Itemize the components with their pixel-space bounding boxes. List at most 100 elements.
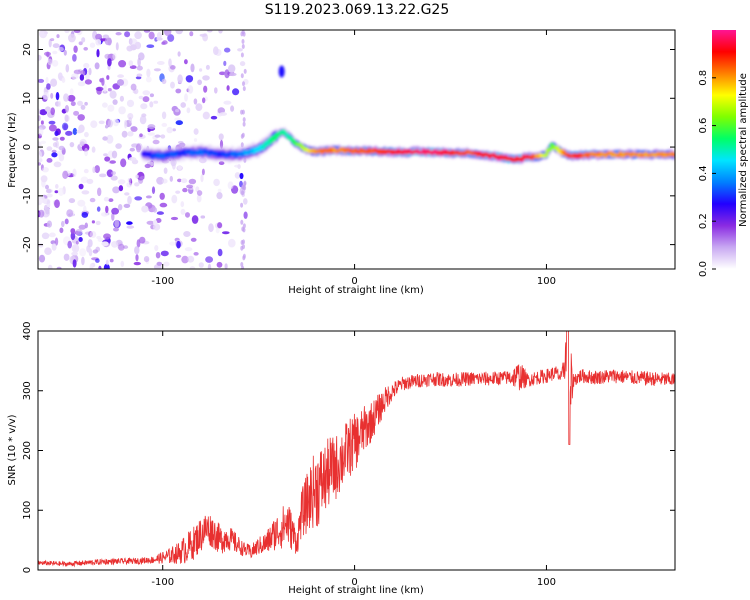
heatmap-speckle-point bbox=[142, 90, 151, 96]
heatmap-speckle-point bbox=[63, 93, 69, 102]
heatmap-speckle-point bbox=[243, 68, 247, 74]
heatmap-speckle-point bbox=[184, 247, 193, 252]
heatmap-speckle-point bbox=[218, 161, 225, 166]
heatmap-speckle-point bbox=[112, 99, 118, 105]
colorbar-tick-label: 0.4 bbox=[698, 165, 709, 181]
figure-title: S119.2023.069.13.22.G25 bbox=[265, 2, 450, 18]
heatmap-speckle-point bbox=[237, 48, 243, 52]
heatmap-speckle-point bbox=[57, 72, 63, 81]
heatmap-speckle-point bbox=[130, 126, 137, 131]
heatmap-speckle-point bbox=[141, 205, 149, 213]
heatmap-speckle-point bbox=[38, 108, 41, 115]
heatmap-speckle-point bbox=[243, 198, 248, 205]
heatmap-x-tick-label: -100 bbox=[151, 276, 174, 287]
heatmap-speckle-point bbox=[240, 245, 244, 251]
heatmap-speckle-point bbox=[56, 266, 62, 269]
heatmap-speckle-point bbox=[205, 64, 210, 70]
heatmap-speckle-point bbox=[152, 207, 158, 213]
heatmap-speckle-point bbox=[202, 97, 206, 104]
heatmap-speckle-point bbox=[96, 49, 100, 58]
heatmap-speckle-point bbox=[187, 85, 194, 94]
heatmap-speckle-point bbox=[120, 158, 127, 168]
heatmap-ridge-point bbox=[285, 133, 290, 137]
heatmap-speckle-point bbox=[135, 143, 142, 153]
heatmap-speckle-point bbox=[134, 196, 143, 201]
heatmap-speckle-point bbox=[103, 233, 111, 240]
heatmap-speckle-point bbox=[52, 137, 59, 141]
heatmap-speckle-point bbox=[136, 73, 143, 78]
heatmap-speckle-point bbox=[241, 39, 245, 44]
heatmap-y-tick-label: 10 bbox=[22, 92, 33, 105]
heatmap-speckle-point bbox=[141, 113, 147, 118]
heatmap-speckle-point bbox=[201, 168, 205, 176]
heatmap-speckle-point bbox=[95, 220, 101, 226]
heatmap-speckle-point bbox=[77, 100, 83, 106]
heatmap-speckle-point bbox=[73, 30, 81, 33]
heatmap-x-ticks: -100 0 100 bbox=[151, 30, 556, 287]
heatmap-speckle-point bbox=[222, 231, 230, 235]
heatmap-speckle-point bbox=[51, 152, 58, 158]
heatmap-speckle-point bbox=[156, 31, 162, 40]
heatmap-speckle-point bbox=[111, 241, 119, 248]
heatmap-speckle-point bbox=[75, 240, 79, 245]
heatmap-speckle-point bbox=[95, 33, 103, 41]
heatmap-speckle-point bbox=[45, 188, 52, 194]
heatmap-speckle-point bbox=[58, 153, 65, 162]
heatmap-speckle-point bbox=[156, 61, 165, 65]
heatmap-speckle-point bbox=[107, 104, 115, 112]
colorbar: 0.0 0.2 0.4 0.6 0.8 Normalized spectral ampl… bbox=[698, 30, 749, 277]
heatmap-speckle-point bbox=[54, 190, 59, 194]
heatmap-speckle-point bbox=[229, 72, 237, 77]
heatmap-speckle-point bbox=[77, 114, 85, 121]
heatmap-speckle-point bbox=[83, 168, 89, 174]
heatmap-speckle-point bbox=[63, 253, 70, 261]
heatmap-speckle-point bbox=[62, 170, 69, 179]
heatmap-speckle-point bbox=[78, 224, 87, 230]
heatmap-speckle-point bbox=[137, 57, 141, 67]
heatmap-speckle-point bbox=[38, 254, 46, 263]
heatmap-speckle-point bbox=[38, 115, 41, 122]
heatmap-speckle-point bbox=[79, 141, 85, 147]
heatmap-speckle-point bbox=[180, 102, 186, 108]
heatmap-speckle-point bbox=[48, 124, 57, 132]
heatmap-speckle-point bbox=[87, 243, 92, 248]
heatmap-speckle-point bbox=[207, 30, 213, 33]
heatmap-speckle-point bbox=[135, 174, 139, 179]
heatmap-speckle-point bbox=[199, 68, 203, 72]
heatmap-speckle-point bbox=[155, 252, 161, 259]
heatmap-speckle-point bbox=[129, 44, 137, 51]
heatmap-x-label: Height of straight line (km) bbox=[288, 285, 424, 296]
colorbar-ticks: 0.0 0.2 0.4 0.6 0.8 bbox=[698, 70, 716, 277]
heatmap-speckle-point bbox=[89, 263, 94, 269]
heatmap-speckle-point bbox=[81, 211, 89, 218]
heatmap-speckle-point bbox=[83, 47, 88, 51]
heatmap-speckle-point bbox=[102, 102, 108, 108]
heatmap-speckle-point bbox=[103, 153, 108, 157]
heatmap-speckle-point bbox=[90, 120, 98, 128]
heatmap-speckle-point bbox=[180, 208, 186, 215]
heatmap-speckle-point bbox=[42, 91, 50, 100]
heatmap-speckle-point bbox=[108, 198, 114, 203]
heatmap-speckle-point bbox=[169, 241, 176, 246]
heatmap-speckle-point bbox=[79, 74, 85, 81]
heatmap-speckle-point bbox=[118, 106, 126, 115]
heatmap-speckle-point bbox=[48, 120, 56, 125]
heatmap-speckle-point bbox=[97, 187, 102, 197]
colorbar-tick-label: 0.8 bbox=[698, 70, 709, 86]
heatmap-speckle-point bbox=[99, 173, 107, 178]
heatmap-speckle-point bbox=[72, 127, 78, 136]
heatmap-speckle-point bbox=[103, 83, 107, 93]
heatmap-speckle-point bbox=[104, 156, 111, 162]
heatmap-speckle-point bbox=[38, 209, 45, 218]
heatmap-speckle-point bbox=[89, 231, 97, 238]
heatmap-speckle-point bbox=[112, 186, 120, 194]
heatmap-speckle-point bbox=[84, 79, 92, 85]
snr-y-tick-label: 0 bbox=[22, 567, 33, 573]
heatmap-speckle-point bbox=[234, 172, 241, 179]
heatmap-speckle-point bbox=[119, 95, 124, 102]
heatmap-speckle-point bbox=[159, 192, 165, 200]
heatmap-speckle-point bbox=[142, 96, 150, 103]
heatmap-speckle-point bbox=[65, 64, 70, 73]
heatmap-speckle-point bbox=[72, 168, 77, 178]
heatmap-speckle-point bbox=[72, 259, 77, 268]
